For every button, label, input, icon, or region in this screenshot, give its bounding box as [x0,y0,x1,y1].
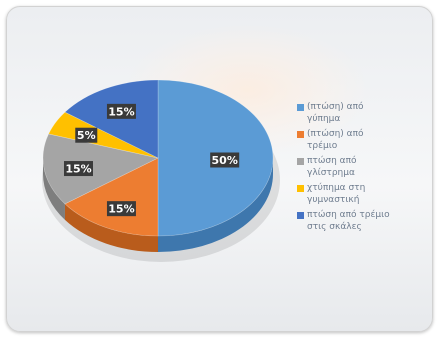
legend-item: πτώση από τρέμιο στις σκάλες [297,209,432,233]
pie-slice-side-1 [64,203,158,252]
legend-swatch [297,158,304,165]
data-label-box-1 [106,201,136,217]
data-label-box-0 [210,152,240,168]
chart-legend: (πτώση) από γύπημα (πτώση) από τρέμιο πτώσ… [297,101,432,236]
data-label-3: 5% [77,129,96,142]
data-label-box-2 [63,161,93,177]
pie-slice-3 [48,111,159,159]
pie-chart: 50% 15% 15% 5% 15% [42,79,280,262]
chart-frame: 50% 15% 15% 5% 15% (πτώση) από γύπημα (πτώση)… [6,6,433,332]
data-label-1: 15% [108,203,134,216]
legend-label: πτώση από τρέμιο στις σκάλες [307,210,390,232]
legend-label: (πτώση) από γύπημα [307,102,364,124]
legend-swatch [297,131,304,138]
pie-slice-side-2 [43,158,65,220]
legend-item: πτώση από γλίστρημα [297,155,432,179]
data-label-box-3 [75,127,98,143]
legend-swatch [297,212,304,219]
pie-slice-side-0 [158,158,273,252]
data-label-4: 15% [108,105,134,118]
pie-slice-2 [42,133,159,205]
legend-item: (πτώση) από τρέμιο [297,128,432,152]
pie-slice-4 [64,79,159,159]
data-label-box-4 [106,103,136,119]
legend-swatch [297,185,304,192]
pie-slice-1 [64,157,159,237]
data-label-2: 15% [65,163,91,176]
legend-label: πτώση από γλίστρημα [307,156,357,178]
data-label-0: 50% [212,154,238,167]
legend-swatch [297,104,304,111]
legend-label: χτύπημα στη γυμναστική [307,183,366,205]
legend-label: (πτώση) από τρέμιο [307,129,364,151]
legend-item: (πτώση) από γύπημα [297,101,432,125]
legend-item: χτύπημα στη γυμναστική [297,182,432,206]
